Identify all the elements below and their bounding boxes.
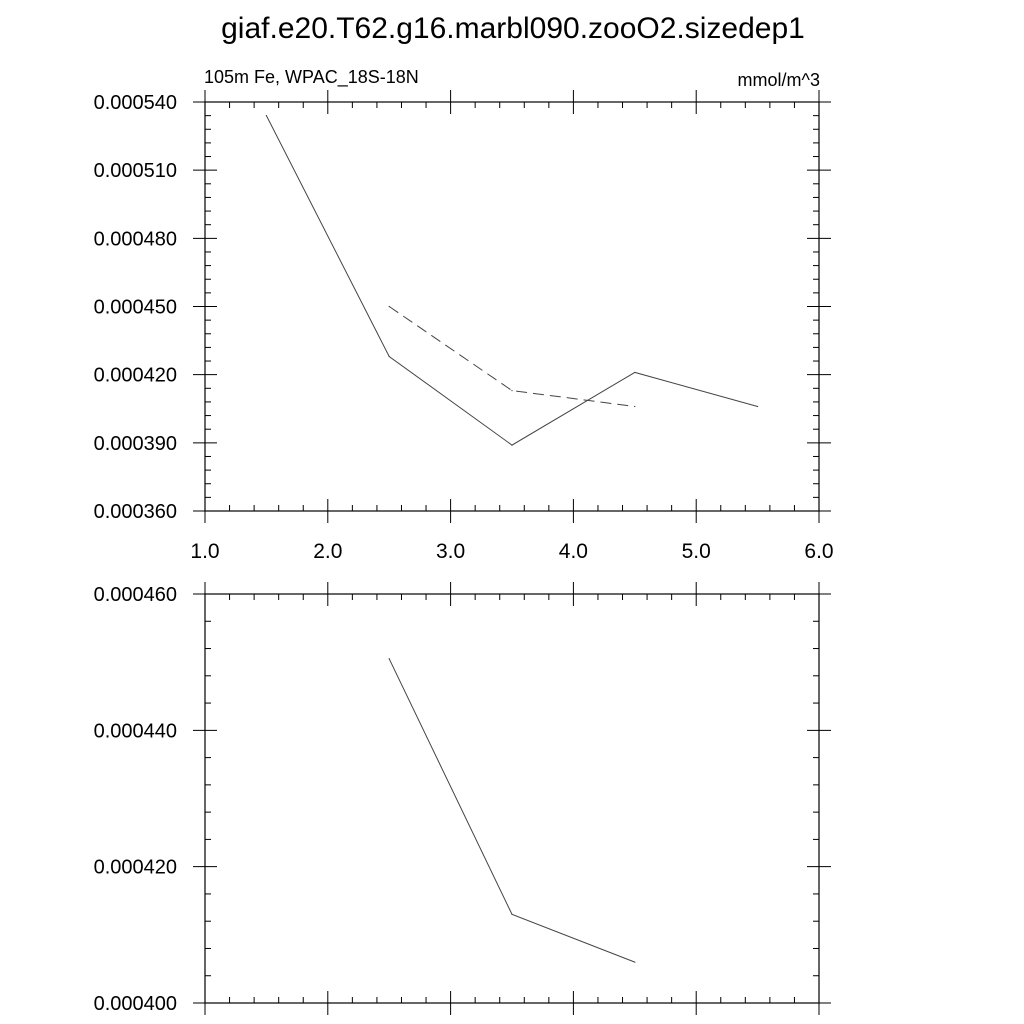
series-line-1 — [265, 115, 758, 446]
series-1-point — [511, 444, 513, 446]
panels: 1.0 2.0 3.0 4.0 5.0 6.0 0.000360 0.000390 0.0004… — [94, 67, 834, 1015]
y-tick-label: 0.000390 — [94, 433, 177, 455]
series-1-point — [511, 913, 513, 915]
y-tick-label: 0.000540 — [94, 92, 177, 114]
y-tick-label: 0.000360 — [94, 501, 177, 523]
plot-frame — [204, 593, 820, 1004]
series-1-point — [634, 961, 636, 963]
y-tick-label: 0.000480 — [94, 228, 177, 250]
x-tick-label: 5.0 — [682, 540, 711, 563]
series-2-point — [388, 305, 390, 308]
series-1-point — [265, 115, 267, 117]
y-tick-label: 0.000510 — [94, 160, 177, 182]
series-1-point — [634, 371, 636, 373]
panel-left-label: 105m Fe, WPAC_18S-18N — [204, 67, 419, 88]
series-line-1 — [388, 658, 635, 963]
series-1-point — [388, 658, 390, 660]
series-2-point — [634, 405, 636, 408]
x-tick-label: 6.0 — [804, 540, 833, 563]
chart-title: giaf.e20.T62.g16.marbl090.zooO2.sizedep1 — [221, 12, 805, 45]
y-tick-label: 0.000420 — [94, 857, 177, 879]
series-line-2 — [388, 306, 635, 407]
series-1-point — [757, 405, 759, 408]
plot-frame — [204, 101, 820, 512]
y-tick-label: 0.000450 — [94, 297, 177, 319]
x-tick-label: 1.0 — [190, 540, 219, 563]
y-tick-label: 0.000400 — [94, 993, 177, 1015]
panel-units-label: mmol/m^3 — [738, 70, 820, 90]
series-2-point — [511, 389, 513, 392]
y-tick-label: 0.000420 — [94, 365, 177, 387]
y-tick-label: 0.000440 — [94, 720, 177, 742]
x-tick-label: 4.0 — [559, 540, 588, 563]
x-tick-label: 2.0 — [313, 540, 342, 563]
panel-1: 1.0 2.0 3.0 4.0 5.0 6.0 0.000360 0.000390 0.0004… — [94, 67, 834, 563]
y-tick-label: 0.000460 — [94, 584, 177, 606]
series-1-point — [388, 355, 390, 358]
panel-2: 0.000400 0.000420 0.000440 0.000460 — [94, 582, 831, 1015]
x-tick-label: 3.0 — [436, 540, 465, 563]
